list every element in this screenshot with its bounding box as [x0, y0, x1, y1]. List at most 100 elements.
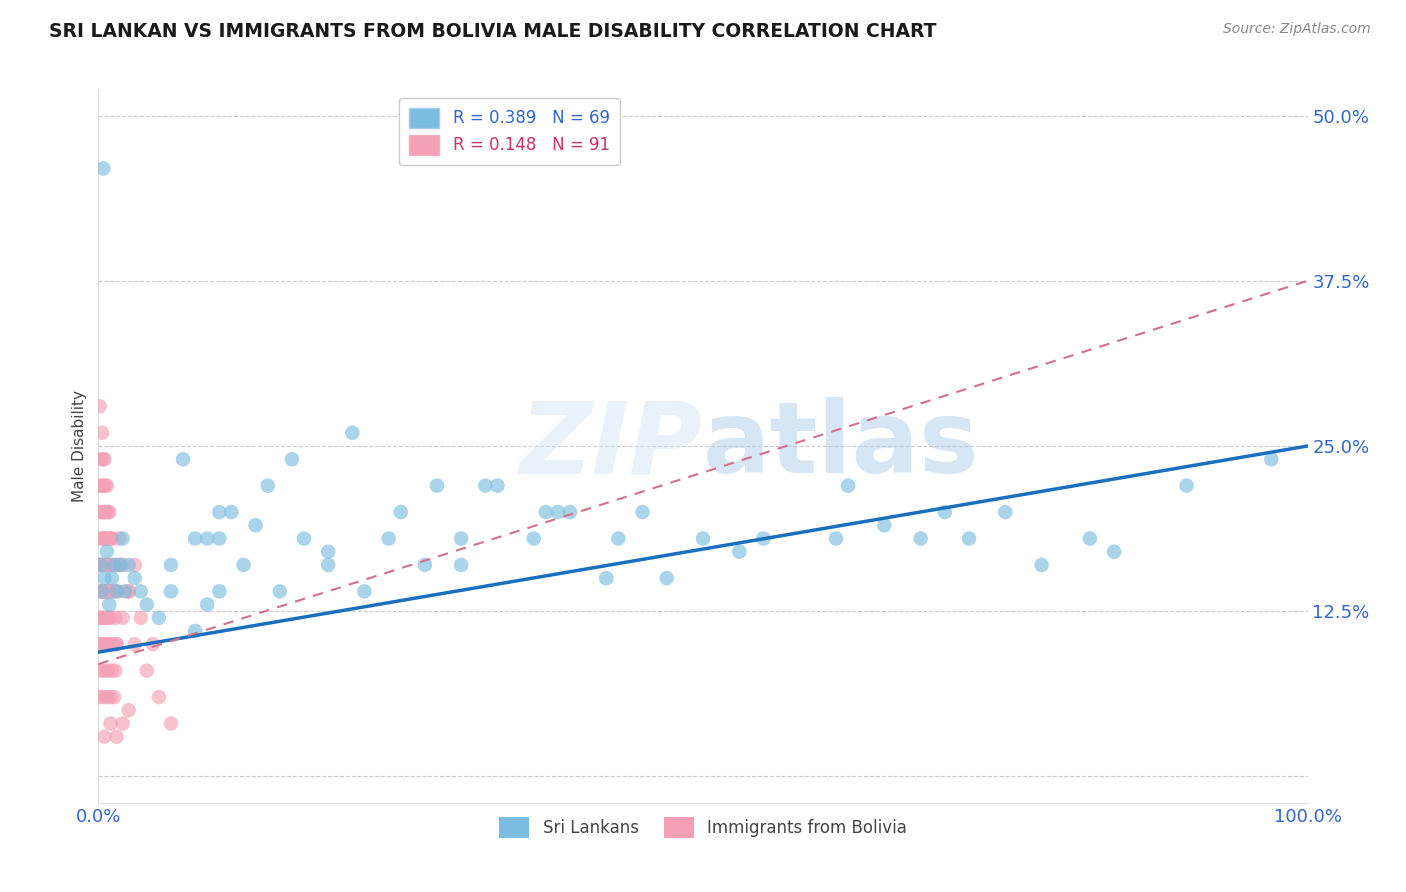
Point — [111, 611, 134, 625]
Point — [90, 532, 112, 546]
Point — [148, 611, 170, 625]
Point — [98, 584, 121, 599]
Point — [97, 664, 120, 678]
Point — [89, 637, 111, 651]
Point — [98, 598, 121, 612]
Point — [129, 584, 152, 599]
Point — [172, 452, 194, 467]
Point — [94, 478, 117, 492]
Point — [105, 637, 128, 651]
Point — [752, 532, 775, 546]
Point — [91, 161, 114, 176]
Point — [100, 664, 122, 678]
Point — [91, 584, 114, 599]
Point — [994, 505, 1017, 519]
Point — [100, 532, 122, 546]
Point — [100, 532, 122, 546]
Point — [103, 558, 125, 572]
Point — [655, 571, 678, 585]
Point — [91, 611, 114, 625]
Point — [353, 584, 375, 599]
Point — [108, 558, 131, 572]
Point — [105, 730, 128, 744]
Point — [97, 637, 120, 651]
Point — [837, 478, 859, 492]
Y-axis label: Male Disability: Male Disability — [72, 390, 87, 502]
Point — [111, 532, 134, 546]
Point — [91, 584, 114, 599]
Point — [269, 584, 291, 599]
Point — [98, 584, 121, 599]
Point — [129, 611, 152, 625]
Point — [89, 611, 111, 625]
Point — [389, 505, 412, 519]
Point — [184, 624, 207, 638]
Point — [873, 518, 896, 533]
Point — [114, 584, 136, 599]
Point — [94, 584, 117, 599]
Point — [208, 505, 231, 519]
Point — [90, 452, 112, 467]
Point — [96, 478, 118, 492]
Point — [450, 532, 472, 546]
Point — [100, 532, 122, 546]
Point — [558, 505, 581, 519]
Point — [93, 664, 115, 678]
Point — [98, 505, 121, 519]
Point — [101, 637, 124, 651]
Point — [89, 690, 111, 704]
Text: atlas: atlas — [703, 398, 980, 494]
Point — [111, 716, 134, 731]
Point — [256, 478, 278, 492]
Point — [93, 505, 115, 519]
Point — [90, 558, 112, 572]
Point — [910, 532, 932, 546]
Point — [184, 532, 207, 546]
Point — [93, 532, 115, 546]
Point — [103, 584, 125, 599]
Point — [450, 558, 472, 572]
Point — [93, 532, 115, 546]
Point — [547, 505, 569, 519]
Point — [93, 571, 115, 585]
Point — [534, 505, 557, 519]
Point — [474, 478, 496, 492]
Point — [91, 505, 114, 519]
Point — [105, 558, 128, 572]
Point — [91, 532, 114, 546]
Point — [523, 532, 546, 546]
Point — [103, 690, 125, 704]
Point — [104, 611, 127, 625]
Point — [94, 637, 117, 651]
Point — [91, 584, 114, 599]
Point — [232, 558, 254, 572]
Point — [90, 558, 112, 572]
Point — [96, 690, 118, 704]
Point — [89, 584, 111, 599]
Point — [89, 400, 111, 414]
Point — [93, 611, 115, 625]
Point — [292, 532, 315, 546]
Point — [105, 584, 128, 599]
Point — [89, 478, 111, 492]
Point — [142, 637, 165, 651]
Point — [107, 584, 129, 599]
Point — [104, 664, 127, 678]
Point — [1175, 478, 1198, 492]
Point — [607, 532, 630, 546]
Point — [97, 532, 120, 546]
Point — [160, 584, 183, 599]
Point — [195, 598, 218, 612]
Point — [90, 611, 112, 625]
Point — [825, 532, 848, 546]
Point — [1260, 452, 1282, 467]
Point — [1078, 532, 1101, 546]
Point — [124, 558, 146, 572]
Point — [631, 505, 654, 519]
Point — [91, 584, 114, 599]
Point — [316, 545, 339, 559]
Point — [124, 637, 146, 651]
Point — [413, 558, 436, 572]
Point — [89, 558, 111, 572]
Point — [96, 558, 118, 572]
